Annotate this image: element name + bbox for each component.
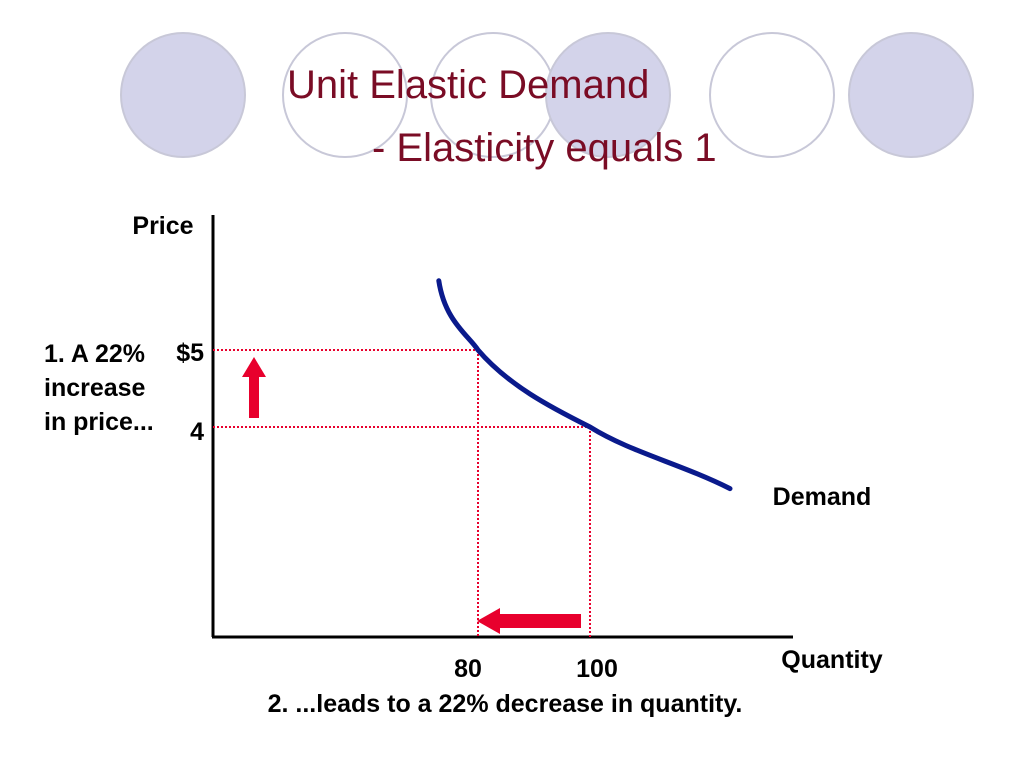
quantity-annotation: 2. ...leads to a 22% decrease in quantit… [268,690,743,718]
decoration-circle-filled [545,32,671,158]
slide-title: Unit Elastic Demand [287,63,650,107]
x-axis-label: Quantity [781,646,882,674]
y-tick-label-4: 4 [190,418,204,446]
y-tick-label-5: $5 [176,339,204,367]
decoration-circle-outline [709,32,835,158]
price-annotation-line-1: 1. A 22% [44,340,145,368]
slide-subtitle: - Elasticity equals 1 [372,126,717,170]
quantity-decrease-arrow [477,608,581,634]
series-label-demand: Demand [773,483,872,511]
x-tick-label-80: 80 [454,655,482,683]
y-axis-label: Price [132,212,193,240]
price-increase-arrow [242,357,266,418]
price-annotation-line-2: increase [44,374,146,402]
decoration-circle-filled [848,32,974,158]
price-annotation-line-3: in price... [44,408,154,436]
decoration-circle-outline [282,32,408,158]
demand-curve [436,278,733,492]
decoration-circle-filled [120,32,246,158]
x-tick-label-100: 100 [576,655,618,683]
